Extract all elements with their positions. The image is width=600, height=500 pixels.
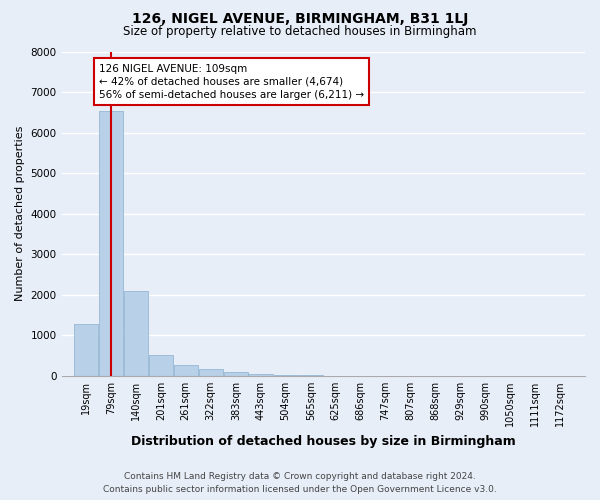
Y-axis label: Number of detached properties: Number of detached properties <box>15 126 25 302</box>
X-axis label: Distribution of detached houses by size in Birmingham: Distribution of detached houses by size … <box>131 434 515 448</box>
Bar <box>74 324 98 376</box>
Bar <box>274 375 298 376</box>
Bar <box>149 354 173 376</box>
Bar <box>124 291 148 376</box>
Text: 126 NIGEL AVENUE: 109sqm
← 42% of detached houses are smaller (4,674)
56% of sem: 126 NIGEL AVENUE: 109sqm ← 42% of detach… <box>99 64 364 100</box>
Text: Size of property relative to detached houses in Birmingham: Size of property relative to detached ho… <box>123 24 477 38</box>
Text: 126, NIGEL AVENUE, BIRMINGHAM, B31 1LJ: 126, NIGEL AVENUE, BIRMINGHAM, B31 1LJ <box>132 12 468 26</box>
Bar <box>99 110 123 376</box>
Bar <box>199 368 223 376</box>
Bar <box>224 372 248 376</box>
Text: Contains HM Land Registry data © Crown copyright and database right 2024.
Contai: Contains HM Land Registry data © Crown c… <box>103 472 497 494</box>
Bar <box>173 365 198 376</box>
Bar <box>248 374 272 376</box>
